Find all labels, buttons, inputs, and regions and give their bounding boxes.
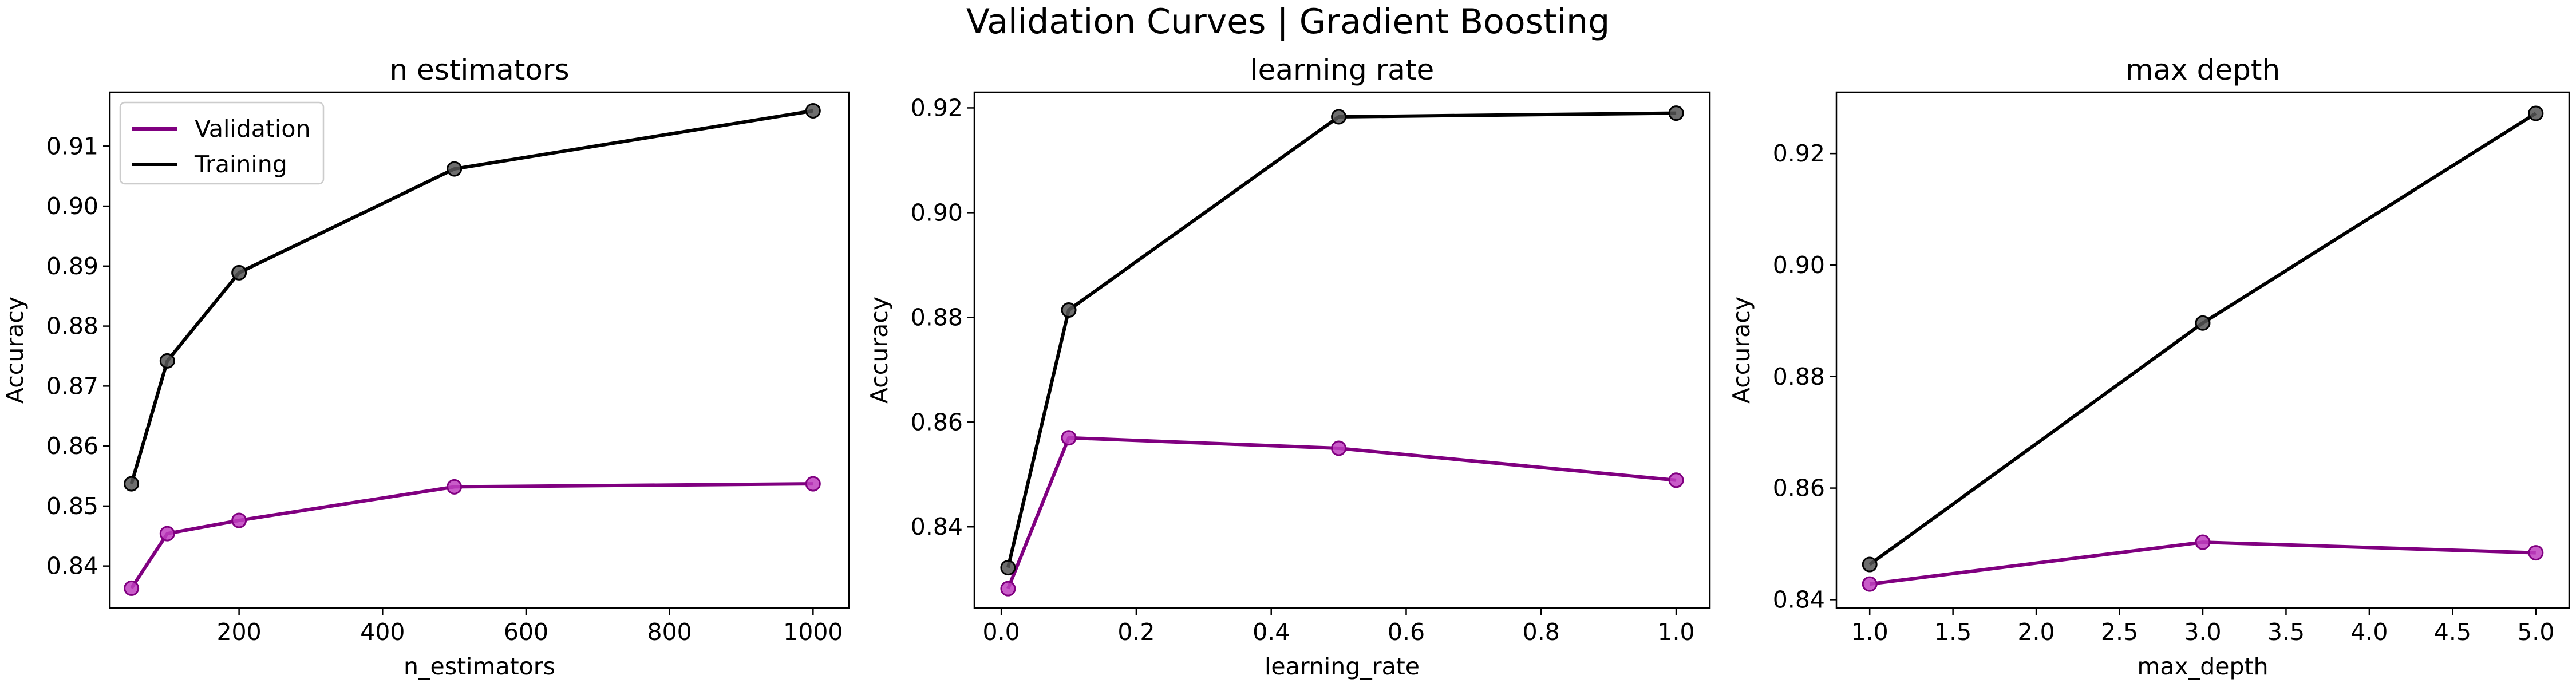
training-point [1862,556,1878,572]
y-tick-label: 0.86 [46,432,98,460]
x-tick-label: 2.5 [2101,618,2138,646]
validation-point [447,479,463,495]
y-axis-label: Accuracy [1728,297,1755,404]
x-tick-label: 0.4 [1253,618,1290,646]
y-tick-label: 0.85 [46,492,98,520]
plot-area-frame [1835,91,2570,609]
y-tick-label: 0.92 [1773,140,1825,167]
validation-point [1061,430,1077,446]
chart-title: max depth [2125,53,2280,86]
x-axis-label: learning_rate [1265,653,1420,680]
y-tick-label: 0.92 [911,94,963,121]
validation-point [159,526,175,542]
y-tick-label: 0.86 [1773,475,1825,502]
validation-point [2528,545,2544,561]
y-tick-label: 0.89 [46,252,98,280]
y-tick-label: 0.88 [46,313,98,340]
y-tick-label: 0.88 [1773,363,1825,390]
x-tick-label: 3.0 [2184,618,2221,646]
x-tick-label: 4.5 [2434,618,2471,646]
y-tick-label: 0.90 [1773,251,1825,279]
validation-point [1331,440,1347,456]
x-tick-label: 200 [216,618,261,646]
legend-label-validation: Validation [195,115,310,143]
x-tick-label: 0.2 [1117,618,1155,646]
plot-area-frame [973,91,1711,609]
training-point [124,476,140,492]
training-point [805,102,821,119]
y-axis-label: Accuracy [1,297,29,404]
validation-point [231,512,247,528]
training-point [1000,560,1016,576]
legend: Validation Training [119,101,325,185]
y-axis-label: Accuracy [866,297,893,404]
x-tick-label: 1000 [783,618,843,646]
x-tick-label: 2.0 [2017,618,2055,646]
x-axis-label: n_estimators [404,653,555,680]
training-point [447,161,463,177]
validation-point [124,580,140,596]
plot-area-frame [109,91,850,609]
y-tick-label: 0.84 [911,513,963,540]
x-tick-label: 1.0 [1851,618,1888,646]
x-tick-label: 4.0 [2350,618,2388,646]
chart-panels: n estimators 200 400 600 800 1000 0.84 0.85 0.86… [1,53,2570,680]
y-tick-label: 0.91 [46,132,98,160]
x-tick-label: 0.6 [1388,618,1425,646]
y-tick-label: 0.87 [46,372,98,400]
y-tick-label: 0.84 [46,552,98,580]
validation-series-line [1006,436,1677,590]
validation-point [805,476,821,492]
y-tick-label: 0.90 [911,199,963,226]
x-tick-label: 600 [504,618,548,646]
training-point [2195,315,2211,331]
training-point [231,264,247,281]
training-point [159,353,175,369]
legend-label-training: Training [194,151,287,178]
training-point [1061,302,1077,318]
x-tick-label: 3.5 [2267,618,2305,646]
training-point [1331,109,1347,125]
x-tick-label: 1.5 [1934,618,1971,646]
x-tick-label: 0.0 [983,618,1020,646]
chart-panel-1: n estimators 200 400 600 800 1000 0.84 0.85 0.86… [1,53,850,680]
chart-panel-3: max depth 1.0 1.5 2.0 2.5 3.0 3.5 4.0 4.5 5.0 0.84… [1728,53,2570,680]
chart-title: n estimators [389,53,569,86]
validation-point [2195,534,2211,550]
x-axis-label: max_depth [2137,653,2268,680]
validation-point [1000,581,1016,597]
y-tick-label: 0.90 [46,192,98,220]
training-point [2528,105,2544,121]
chart-panel-2: learning rate 0.0 0.2 0.4 0.6 0.8 1.0 0.84 0.86 0… [866,53,1711,680]
chart-title: learning rate [1250,53,1434,86]
x-tick-label: 1.0 [1657,618,1694,646]
validation-point [1862,576,1878,592]
y-tick-label: 0.88 [911,303,963,331]
x-tick-label: 5.0 [2517,618,2554,646]
training-point [1668,105,1684,121]
validation-point [1668,472,1684,488]
figure-title: Validation Curves | Gradient Boosting [966,2,1610,42]
training-series-line [1006,111,1677,568]
y-tick-label: 0.86 [911,408,963,436]
y-tick-label: 0.84 [1773,586,1825,613]
x-tick-label: 0.8 [1523,618,1560,646]
x-tick-label: 800 [647,618,692,646]
x-tick-label: 400 [360,618,405,646]
